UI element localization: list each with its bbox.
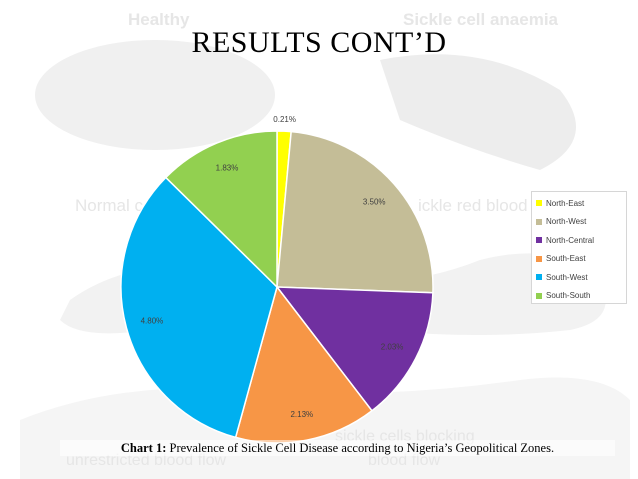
caption-label: Chart 1: [120,441,167,455]
legend-swatch [536,218,542,225]
legend-label: South-South [546,291,591,301]
legend-label: South-West [546,272,588,282]
pie-slice-south-south [164,130,278,289]
legend-item: South-South [536,287,626,306]
slide-title: RESULTS CONT’D [191,26,447,59]
bg-text-normal-cells: Normal c [75,196,144,215]
bg-blob [380,54,576,170]
legend-swatch [536,292,542,299]
bg-text-blood-flow: blood flow [368,452,441,469]
legend-swatch [536,237,542,244]
bg-blob [35,40,275,150]
legend-item: South-East [536,250,626,269]
legend-label: North-West [546,217,587,227]
legend-swatch [536,274,542,281]
legend-item: North-West [536,213,626,232]
legend-label: North-East [546,198,585,208]
pie-slices [120,130,434,444]
chart-legend: North-East North-West North-Central South-E… [531,191,627,304]
data-label-north-east: 0.21% [273,115,296,124]
bg-text-unrestricted-blood-flow: unrestricted blood flow [66,452,227,469]
legend-label: South-East [546,254,586,264]
data-label-north-west: 3.50% [363,197,386,206]
pie-data-labels: 0.21% 3.50% 2.03% 2.13% 4.80% 1.83% [141,115,404,419]
data-label-south-east: 2.13% [290,410,313,419]
legend-item: North-East [536,194,626,213]
legend-label: North-Central [546,235,595,245]
legend-swatch [536,200,542,207]
pie-slice-north-central [275,286,434,412]
chart-caption: Chart 1: Prevalence of Sickle Cell Disea… [60,440,615,456]
bg-text-healthy: Healthy [128,10,190,29]
legend-swatch [536,255,542,262]
pie-slice-south-west [120,176,278,439]
legend-item: North-Central [536,231,626,250]
bg-text-sickle-cell-anaemia: Sickle cell anaemia [403,10,558,29]
data-label-north-central: 2.03% [381,342,404,351]
pie-slice-north-west [276,130,434,294]
legend-item: South-West [536,268,626,287]
data-label-south-west: 4.80% [141,317,164,326]
bg-text-sickle-red-blood-cells: ickle red blood c [418,196,541,215]
caption-text: Prevalence of Sickle Cell Disease accord… [169,441,555,455]
data-label-south-south: 1.83% [216,164,239,173]
